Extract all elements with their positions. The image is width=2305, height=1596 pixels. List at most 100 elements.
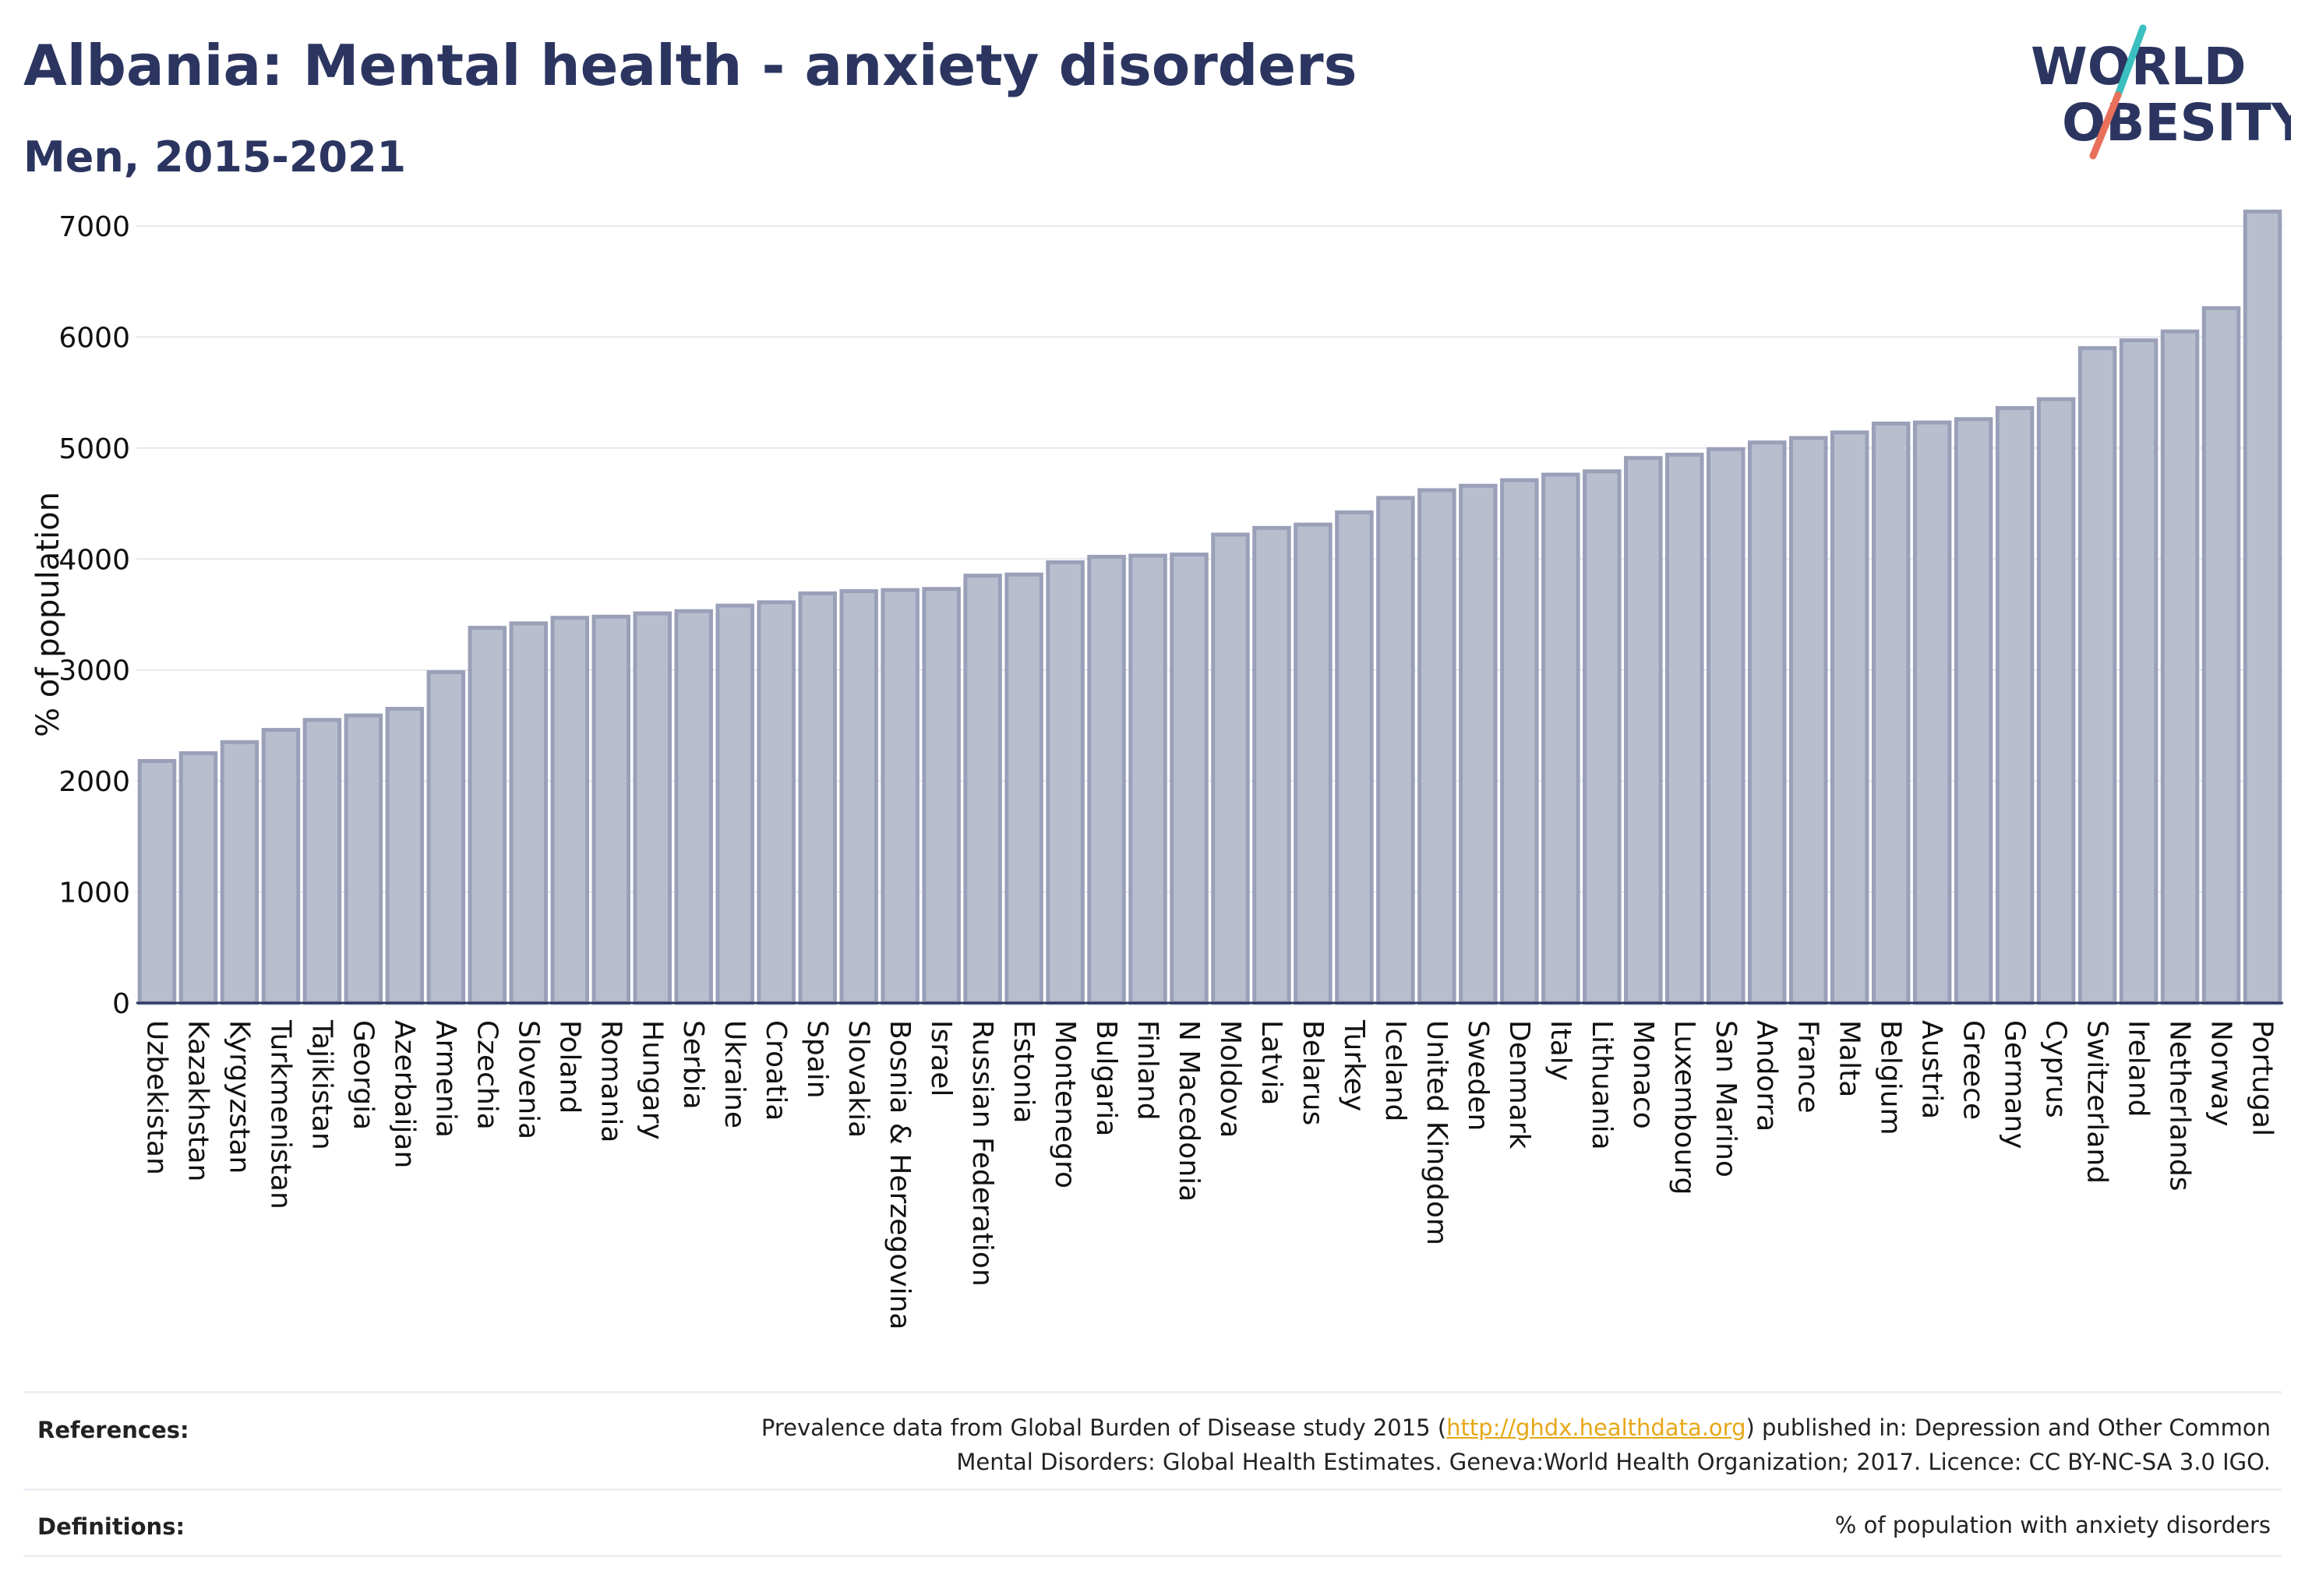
bar [2036, 397, 2076, 1005]
x-tick-label: France [1792, 1020, 1824, 1114]
footer-divider-top [23, 1391, 2282, 1393]
definitions-label: Definitions: [37, 1513, 185, 1540]
bar [1624, 456, 1663, 1005]
bar [715, 603, 754, 1005]
bar [633, 611, 672, 1005]
x-tick-label: Kyrgyzstan [223, 1020, 255, 1174]
bar [1995, 406, 2035, 1005]
bar [1417, 488, 1456, 1005]
references-text-start: Prevalence data from Global Burden of Di… [761, 1414, 1447, 1441]
references-text-line2: Mental Disorders: Global Health Estimate… [956, 1449, 2271, 1475]
x-tick-label: Russian Federation [966, 1020, 998, 1287]
bar [1788, 436, 1828, 1005]
x-tick-label: N Macedonia [1173, 1020, 1205, 1202]
bar [426, 670, 466, 1005]
bar [2201, 305, 2241, 1005]
page-subtitle: Men, 2015-2021 [23, 132, 407, 182]
bar [2119, 338, 2159, 1005]
x-tick-label: Montenegro [1049, 1020, 1081, 1188]
x-tick-label: Slovakia [842, 1020, 874, 1138]
x-tick-label: Denmark [1503, 1020, 1535, 1149]
bar [1830, 430, 1869, 1005]
bar [1087, 554, 1126, 1005]
bar [178, 751, 218, 1005]
x-tick-label: Bulgaria [1090, 1020, 1122, 1136]
bar [302, 718, 342, 1005]
x-tick-label: Romania [595, 1020, 627, 1142]
bar [1747, 440, 1787, 1005]
bar [881, 588, 920, 1005]
x-tick-label: United Kingdom [1421, 1020, 1453, 1245]
x-tick-label: Azerbaijan [388, 1020, 420, 1168]
x-tick-label: Germany [1999, 1020, 2031, 1149]
bar [2077, 346, 2117, 1005]
x-tick-label: Italy [1544, 1020, 1576, 1081]
x-tick-label: Sweden [1462, 1020, 1494, 1131]
bar [137, 759, 177, 1005]
y-tick-label: 2000 [58, 766, 130, 798]
bar [1707, 447, 1746, 1005]
bar [798, 591, 837, 1005]
bar [385, 707, 425, 1005]
x-tick-label: Greece [1957, 1020, 1989, 1120]
bar [922, 587, 961, 1005]
logo-slash-top [2114, 24, 2147, 99]
y-tick-label: 0 [112, 988, 130, 1020]
logo-slash-bottom [2089, 91, 2122, 160]
bar [1871, 422, 1911, 1005]
bar [757, 600, 796, 1005]
bar [2243, 209, 2282, 1005]
x-tick-label: Netherlands [2164, 1020, 2196, 1191]
bar [220, 740, 259, 1005]
x-tick-label: Belgium [1875, 1020, 1907, 1135]
bar [1912, 420, 1952, 1005]
bar [1128, 553, 1167, 1005]
bar [1376, 496, 1415, 1005]
bar [1335, 510, 1374, 1005]
x-tick-label: Bosnia & Herzegovina [884, 1020, 916, 1329]
bar [1583, 469, 1622, 1005]
x-tick-label: Moldova [1214, 1020, 1246, 1138]
bar [1252, 525, 1291, 1005]
x-tick-label: Belarus [1297, 1020, 1329, 1125]
y-axis-label: % of population [30, 492, 66, 737]
x-tick-label: Andorra [1751, 1020, 1783, 1132]
bar [344, 713, 383, 1005]
x-tick-label: Ireland [2123, 1020, 2155, 1118]
x-tick-label: Ukraine [718, 1020, 750, 1128]
x-tick-label: Uzbekistan [140, 1020, 172, 1175]
page-title: Albania: Mental health - anxiety disorde… [23, 33, 1357, 98]
bar [550, 616, 590, 1005]
y-tick-labels: 0 1000 2000 3000 4000 5000 6000 7000 [58, 211, 130, 1020]
x-tick-label: Malta [1834, 1020, 1866, 1097]
y-tick-label: 3000 [58, 655, 130, 687]
x-tick-label: Armenia [429, 1020, 461, 1138]
x-tick-label: Portugal [2247, 1020, 2279, 1136]
x-tick-label: Lithuania [1586, 1020, 1618, 1150]
bar [1459, 483, 1498, 1005]
references-text: Prevalence data from Global Burden of Di… [556, 1411, 2271, 1479]
bar [1665, 452, 1704, 1005]
definitions-text: % of population with anxiety disorders [1834, 1512, 2271, 1538]
bar-chart: 0 1000 2000 3000 4000 5000 6000 7000 Uzbekistan… [30, 209, 2283, 1329]
x-tick-label: Israel [925, 1020, 957, 1096]
x-tick-label: Monaco [1627, 1020, 1659, 1129]
x-tick-label: Croatia [760, 1020, 792, 1121]
references-label: References: [37, 1417, 189, 1443]
x-tick-label: Norway [2205, 1020, 2237, 1127]
y-tick-label: 5000 [58, 433, 130, 465]
bar [1004, 572, 1043, 1005]
bar [509, 621, 549, 1005]
references-link[interactable]: http://ghdx.healthdata.org [1446, 1414, 1746, 1441]
bar [591, 614, 631, 1005]
x-tick-label: Austria [1916, 1020, 1948, 1119]
bars [137, 209, 2282, 1005]
x-tick-label: Spain [801, 1020, 833, 1099]
bar [1500, 478, 1539, 1005]
y-tick-label: 4000 [58, 544, 130, 576]
x-tick-label: Turkmenistan [264, 1019, 296, 1209]
x-tick-labels: Uzbekistan Kazakhstan Kyrgyzstan Turkmenist… [140, 1019, 2278, 1329]
y-tick-label: 1000 [58, 877, 130, 909]
x-tick-label: Serbia [677, 1020, 709, 1110]
bar [261, 728, 301, 1005]
